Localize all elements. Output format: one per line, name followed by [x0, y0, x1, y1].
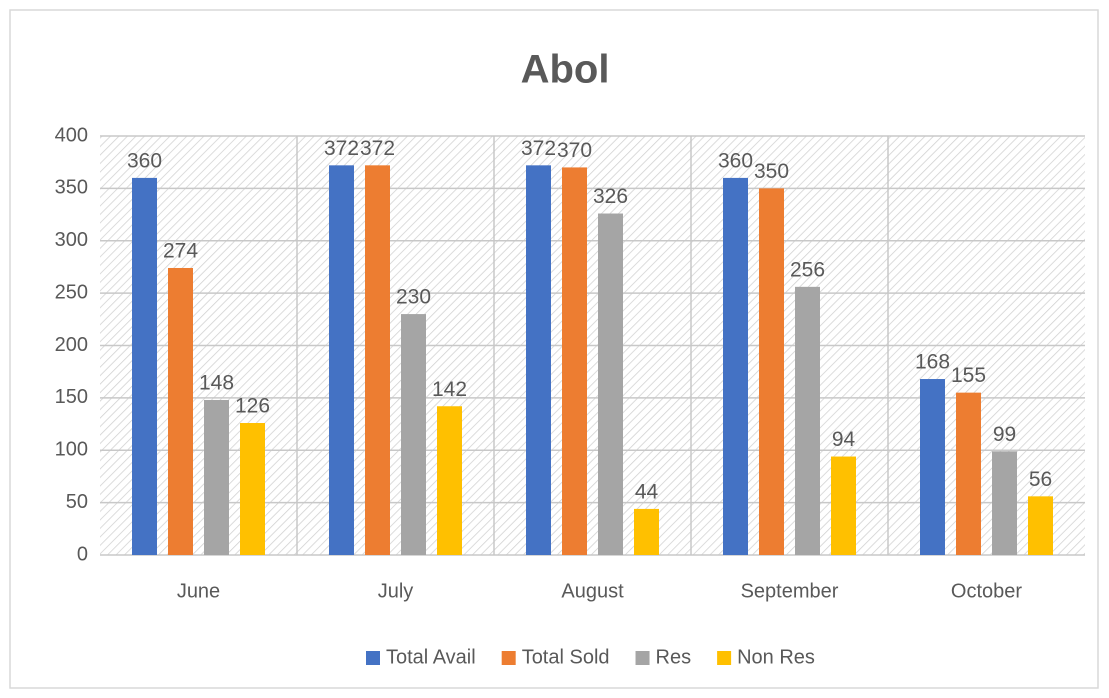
data-label: 350 — [754, 160, 789, 183]
y-tick-label: 350 — [55, 177, 88, 199]
bar — [329, 165, 354, 555]
bar — [831, 456, 856, 555]
bar — [1028, 496, 1053, 555]
data-label: 142 — [432, 378, 467, 401]
bar — [795, 286, 820, 555]
legend-label: Res — [656, 646, 692, 668]
y-tick-label: 100 — [55, 439, 88, 461]
bar — [204, 399, 229, 555]
bar — [634, 508, 659, 555]
legend-swatch — [635, 651, 650, 665]
y-tick-label: 150 — [55, 386, 88, 408]
data-label: 126 — [235, 395, 270, 418]
data-label: 326 — [593, 185, 628, 208]
legend-label: Non Res — [737, 646, 815, 668]
x-tick-label: June — [177, 580, 220, 602]
data-label: 372 — [521, 137, 556, 160]
bar — [759, 188, 784, 555]
data-label: 360 — [718, 149, 753, 172]
bar — [240, 423, 265, 555]
bar — [526, 165, 551, 555]
data-label: 56 — [1029, 468, 1052, 491]
bar — [723, 177, 748, 555]
data-label: 230 — [396, 286, 431, 309]
legend-label: Total Avail — [386, 646, 476, 668]
x-tick-label: August — [561, 580, 624, 602]
data-label: 94 — [832, 428, 856, 451]
bar — [956, 392, 981, 555]
x-tick-label: September — [741, 580, 839, 602]
y-tick-label: 50 — [66, 491, 88, 513]
legend-label: Total Sold — [522, 646, 610, 668]
bar — [562, 167, 587, 556]
x-tick-label: October — [951, 580, 1022, 602]
legend-swatch — [366, 651, 380, 665]
data-label: 256 — [790, 258, 825, 281]
data-label: 168 — [915, 351, 950, 374]
y-tick-label: 200 — [55, 334, 88, 356]
data-label: 274 — [163, 240, 198, 263]
data-label: 148 — [199, 372, 234, 395]
data-label: 360 — [127, 149, 162, 172]
bar — [365, 165, 390, 555]
chart-title: Abol — [521, 48, 610, 92]
y-tick-label: 400 — [55, 124, 88, 146]
data-label: 44 — [635, 480, 659, 503]
data-label: 372 — [360, 137, 395, 160]
x-tick-label: July — [378, 580, 414, 602]
bar — [992, 451, 1017, 555]
bar — [132, 177, 157, 555]
bar — [598, 213, 623, 555]
data-label: 99 — [993, 423, 1016, 446]
y-tick-label: 250 — [55, 281, 88, 303]
data-label: 155 — [951, 364, 986, 387]
bar — [401, 314, 426, 555]
y-tick-label: 0 — [77, 543, 88, 565]
data-label: 370 — [557, 139, 592, 162]
bar — [437, 406, 462, 555]
bar — [920, 379, 945, 555]
legend-swatch — [501, 651, 516, 665]
data-label: 372 — [324, 137, 359, 160]
bar — [168, 267, 193, 555]
legend-swatch — [717, 651, 732, 665]
y-tick-label: 300 — [55, 229, 88, 251]
